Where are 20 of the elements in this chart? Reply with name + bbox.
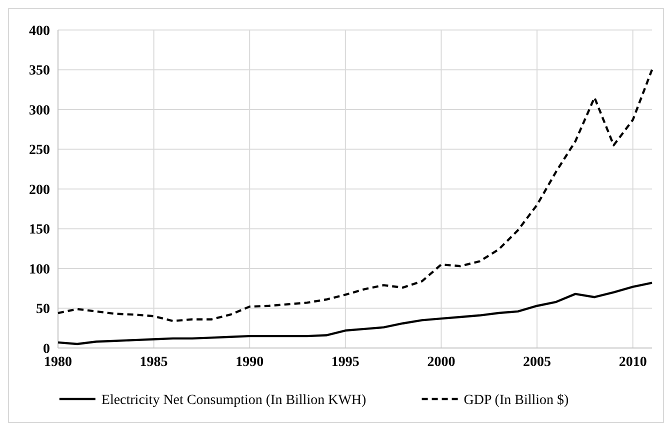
line-series [56,282,654,346]
y-tick-label: 300 [29,103,50,118]
x-tick-label: 1985 [140,355,168,370]
y-tick-label: 0 [43,342,50,357]
x-tick-label: 1990 [236,355,264,370]
line-series [56,68,654,322]
y-tick-label: 250 [29,143,50,158]
legend-label: GDP (In Billion $) [464,392,570,408]
legend-label: Electricity Net Consumption (In Billion KWH) [101,392,367,408]
y-tick-label: 50 [36,302,50,318]
y-tick-label: 100 [29,262,50,278]
y-tick-label: 350 [29,64,50,79]
y-tick-label: 150 [29,222,50,238]
y-tick-label: 400 [29,24,50,39]
x-tick-label: 2005 [523,355,552,370]
y-tick-label: 200 [29,182,50,198]
x-tick-label: 2010 [618,355,647,370]
x-tick-label: 2000 [427,355,456,370]
x-tick-label: 1980 [44,355,72,370]
x-tick-label: 1995 [331,355,360,370]
